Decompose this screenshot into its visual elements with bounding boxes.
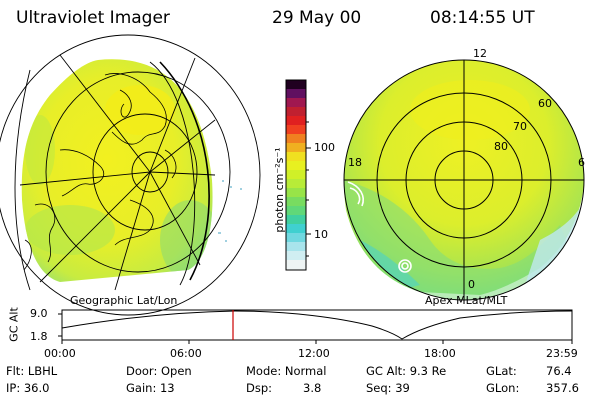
limb-arc <box>159 61 210 281</box>
info-glon-label: GLon: <box>486 381 520 395</box>
lat-label-80: 80 <box>494 140 508 153</box>
info-gcalt: GC Alt: 9.3 Re <box>366 364 447 378</box>
polar-map <box>343 59 585 301</box>
altitude-plot <box>58 309 573 344</box>
instrument-title: Ultraviolet Imager <box>16 8 170 28</box>
info-dsp-label: Dsp: <box>246 381 273 395</box>
info-glon-value: 357.6 <box>546 381 579 395</box>
altitude-ytick-max: 9.0 <box>30 307 48 320</box>
geographic-map <box>0 34 261 316</box>
info-gain: Gain: 13 <box>126 381 175 395</box>
left-panel-caption: Geographic Lat/Lon <box>70 294 178 307</box>
mlt-label-12: 12 <box>473 47 487 60</box>
info-filter: Flt: LBHL <box>6 364 58 378</box>
colorbar-tick-10: 10 <box>314 228 328 241</box>
coastlines <box>23 73 177 271</box>
time-label: 08:14:55 UT <box>430 8 535 28</box>
mlt-label-18: 18 <box>348 156 362 169</box>
info-door: Door: Open <box>126 364 192 378</box>
geographic-grid <box>0 34 261 316</box>
altitude-xtick-1800: 18:00 <box>424 347 456 360</box>
noise-dots-left <box>218 180 242 242</box>
lat-label-60: 60 <box>538 97 552 110</box>
colorbar-tick-100: 100 <box>314 141 335 154</box>
mlt-label-0: 0 <box>468 278 475 291</box>
colorbar <box>285 79 311 271</box>
info-dsp-value: 3.8 <box>303 381 322 395</box>
mlt-label-6: 6 <box>578 156 585 169</box>
lat-label-70: 70 <box>513 120 527 133</box>
info-ip: IP: 36.0 <box>6 381 50 395</box>
altitude-ytick-min: 1.8 <box>30 330 48 343</box>
altitude-xtick-0000: 00:00 <box>44 347 76 360</box>
altitude-xtick-1200: 12:00 <box>298 347 330 360</box>
info-glat-value: 76.4 <box>546 364 572 378</box>
altitude-xtick-0600: 06:00 <box>170 347 202 360</box>
right-panel-caption: Apex MLat/MLT <box>425 294 508 307</box>
info-seq: Seq: 39 <box>366 381 410 395</box>
ring-artifacts <box>347 181 412 273</box>
date-label: 29 May 00 <box>272 8 362 28</box>
altitude-ylabel: GC Alt <box>7 307 21 342</box>
polar-grid <box>343 59 585 301</box>
altitude-xtick-2359: 23:59 <box>546 347 578 360</box>
altitude-curve <box>61 310 573 340</box>
info-glat-label: GLat: <box>486 364 517 378</box>
colorbar-unit-label: photon cm⁻²s⁻¹ <box>273 147 286 233</box>
info-mode: Mode: Normal <box>246 364 327 378</box>
